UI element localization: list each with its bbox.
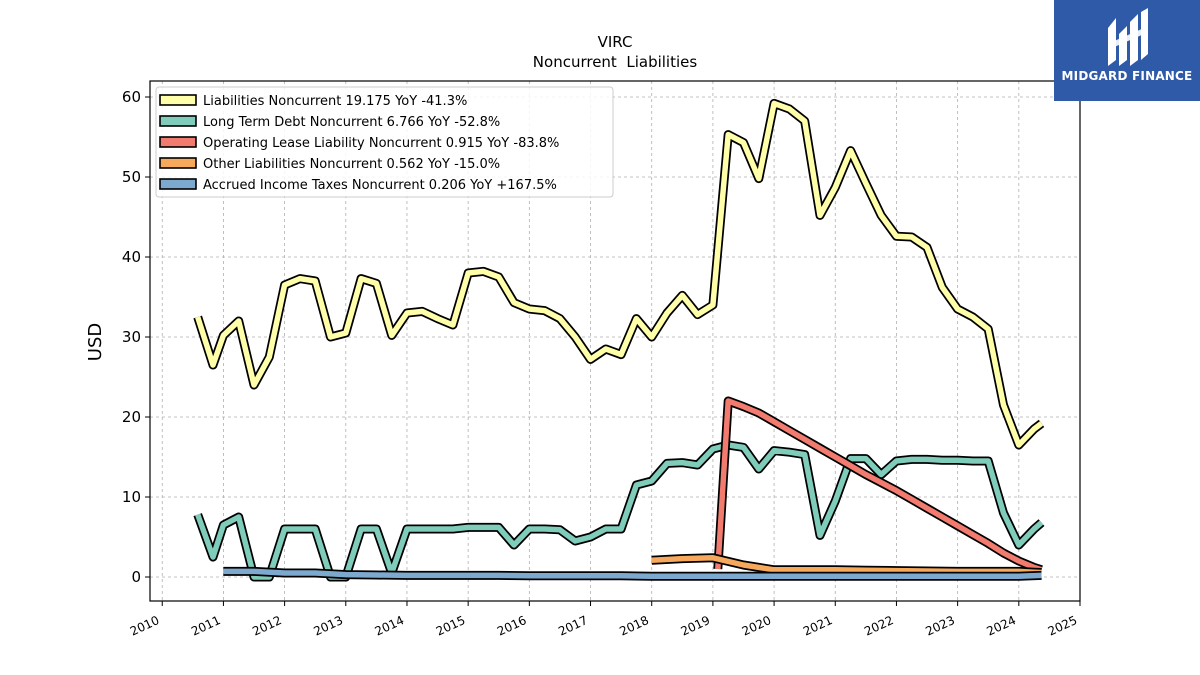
brand-logo: MIDGARD FINANCE [1054,0,1200,101]
y-axis-ticks: 0 10 20 30 40 50 60 [122,88,150,586]
x-tick-label: 2022 [862,613,896,639]
x-tick-label: 2013 [311,613,345,639]
y-axis-label: USD [85,323,106,361]
legend-swatch [159,115,197,127]
x-tick-label: 2017 [556,613,590,639]
legend-entry: Long Term Debt Noncurrent 6.766 YoY -52.… [203,115,500,130]
x-tick-label: 2024 [984,613,1018,639]
legend-box [155,86,614,198]
x-tick-label: 2016 [495,613,529,639]
legend-entry: Other Liabilities Noncurrent 0.562 YoY -… [203,157,500,172]
y-tick-label: 30 [122,328,141,346]
plot-frame [149,80,1081,602]
series-lines [193,98,1045,582]
x-tick-label: 2010 [128,613,162,639]
legend-entry: Accrued Income Taxes Noncurrent 0.206 Yo… [203,178,557,193]
y-tick-label: 40 [122,248,141,266]
x-tick-label: 2020 [740,613,774,639]
series-line-long-term-debt-noncurrent [195,442,1044,580]
x-tick-label: 2025 [1046,613,1080,639]
x-tick-label: 2011 [189,613,223,639]
y-tick-label: 0 [131,568,141,586]
legend-swatch [159,157,197,169]
x-tick-label: 2015 [434,613,468,639]
x-tick-label: 2021 [801,613,835,639]
series-line-liabilities-noncurrent [195,100,1044,448]
x-tick-label: 2014 [373,613,407,639]
chart-title: VIRC [598,33,633,51]
legend-swatch [159,136,197,148]
x-tick-label: 2012 [250,613,284,639]
legend-swatch [159,94,197,106]
chart-subtitle: Noncurrent Liabilities [533,53,698,71]
series-line-operating-lease-liability-noncurrent [715,398,1043,573]
y-tick-label: 20 [122,408,141,426]
x-tick-label: 2023 [923,613,957,639]
x-tick-label: 2018 [617,613,651,639]
y-tick-label: 50 [122,168,141,186]
brand-mark-icon [1108,8,1148,66]
legend-entry: Operating Lease Liability Noncurrent 0.9… [203,136,559,151]
legend-entry: Liabilities Noncurrent 19.175 YoY -41.3% [203,94,467,109]
series-line-accrued-income-taxes-noncurrent [223,568,1042,579]
x-tick-label: 2019 [679,613,713,639]
legend: Liabilities Noncurrent 19.175 YoY -41.3%… [155,86,614,198]
y-tick-label: 10 [122,488,141,506]
x-axis-ticks: 2010 2011 2012 2013 2014 2015 2016 2017 2018 2019… [128,601,1081,639]
y-tick-label: 60 [122,88,141,106]
brand-name: MIDGARD FINANCE [1061,69,1193,83]
series-line-other-liabilities-noncurrent [651,555,1042,576]
legend-swatch [159,178,197,190]
